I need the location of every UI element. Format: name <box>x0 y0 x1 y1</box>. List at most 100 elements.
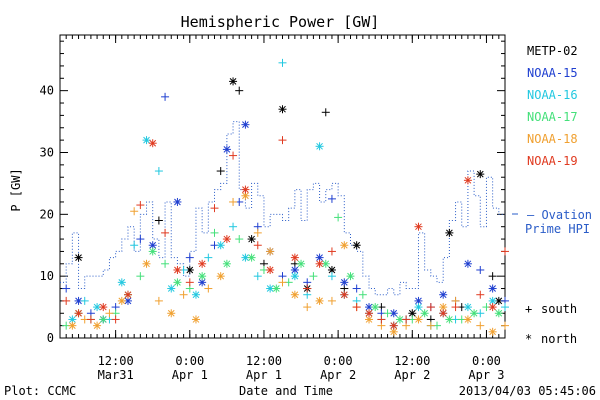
ovation-label-line1: — Ovation <box>527 208 592 222</box>
legend-entry: NOAA-18 <box>527 132 578 146</box>
point-noaa-16 <box>278 58 287 67</box>
point-noaa-19 <box>198 259 207 268</box>
point-noaa-17 <box>99 315 108 324</box>
point-metp-02 <box>321 108 330 117</box>
point-noaa-19 <box>136 201 145 210</box>
point-noaa-19 <box>352 303 361 312</box>
point-noaa-19 <box>439 309 448 318</box>
point-noaa-15 <box>352 284 361 293</box>
point-noaa-16 <box>488 296 497 305</box>
point-noaa-18 <box>266 247 275 256</box>
point-noaa-16 <box>229 222 238 231</box>
point-noaa-18 <box>68 321 77 330</box>
point-noaa-18 <box>315 296 324 305</box>
point-noaa-18 <box>501 321 509 330</box>
point-noaa-18 <box>488 327 497 336</box>
point-noaa-18 <box>229 197 238 206</box>
point-noaa-17 <box>136 272 145 281</box>
point-metp-02 <box>235 86 244 95</box>
point-noaa-19 <box>389 321 398 330</box>
point-noaa-17 <box>334 213 343 222</box>
point-noaa-17 <box>222 259 231 268</box>
point-noaa-19 <box>229 151 238 160</box>
point-noaa-19 <box>402 315 411 324</box>
y-tick-label: 10 <box>40 269 54 283</box>
point-metp-02 <box>216 167 225 176</box>
point-noaa-17 <box>148 247 157 256</box>
point-metp-02 <box>476 170 485 179</box>
point-noaa-18 <box>117 296 126 305</box>
point-noaa-17 <box>297 259 306 268</box>
point-noaa-16 <box>142 136 151 145</box>
point-noaa-19 <box>148 139 157 148</box>
point-noaa-19 <box>253 241 262 250</box>
x-tick-label-time: 0:00 <box>175 354 204 368</box>
point-noaa-18 <box>142 259 151 268</box>
point-noaa-18 <box>340 241 349 250</box>
point-noaa-18 <box>463 315 472 324</box>
point-noaa-18 <box>105 309 114 318</box>
point-noaa-18 <box>414 315 423 324</box>
point-noaa-19 <box>86 315 95 324</box>
y-tick-label: 30 <box>40 145 54 159</box>
y-tick-label: 40 <box>40 84 54 98</box>
point-noaa-19 <box>266 265 275 274</box>
point-noaa-19 <box>488 303 497 312</box>
point-noaa-15 <box>136 235 145 244</box>
point-noaa-19 <box>290 253 299 262</box>
point-noaa-18 <box>303 303 312 312</box>
footer-plot-credit: Plot: CCMC <box>4 384 76 398</box>
point-noaa-16 <box>191 290 200 299</box>
point-noaa-19 <box>241 185 250 194</box>
point-noaa-18 <box>130 207 139 216</box>
point-noaa-18 <box>278 278 287 287</box>
point-metp-02 <box>278 105 287 114</box>
point-noaa-16 <box>204 253 213 262</box>
x-tick-label-time: 12:00 <box>246 354 282 368</box>
point-noaa-18 <box>204 284 213 293</box>
point-metp-02 <box>154 216 163 225</box>
ovation-prime-hpi-line <box>60 121 505 296</box>
point-noaa-18 <box>290 290 299 299</box>
symbol-legend-north-glyph: * <box>525 332 532 346</box>
point-noaa-17 <box>210 228 219 237</box>
legend-entry: METP-02 <box>527 44 578 58</box>
point-noaa-16 <box>501 303 509 312</box>
y-axis-ticks: 0 10 20 30 40 <box>40 40 505 345</box>
point-noaa-19 <box>62 296 71 305</box>
point-noaa-16 <box>414 303 423 312</box>
legend: METP-02 NOAA-15 NOAA-16 NOAA-17 NOAA-18 NOAA-… <box>527 44 578 168</box>
point-noaa-15 <box>439 290 448 299</box>
point-noaa-15 <box>185 253 194 262</box>
point-noaa-17 <box>494 309 503 318</box>
point-noaa-16 <box>117 278 126 287</box>
ovation-line <box>60 121 505 296</box>
point-noaa-19 <box>278 136 287 145</box>
x-tick-label-date: Apr 1 <box>172 368 208 382</box>
point-noaa-16 <box>463 303 472 312</box>
point-noaa-19 <box>377 315 386 324</box>
point-noaa-15 <box>488 284 497 293</box>
point-noaa-15 <box>222 145 231 154</box>
plot-frame <box>59 34 506 339</box>
x-tick-label-date: Apr 2 <box>394 368 430 382</box>
point-noaa-16 <box>253 272 262 281</box>
point-noaa-15 <box>173 197 182 206</box>
legend-entry: NOAA-15 <box>527 66 578 80</box>
y-axis-label: P [GW] <box>9 168 23 211</box>
point-noaa-19 <box>340 290 349 299</box>
x-tick-label-time: 0:00 <box>324 354 353 368</box>
point-noaa-17 <box>309 272 318 281</box>
x-tick-label-date: Apr 3 <box>468 368 504 382</box>
point-noaa-19 <box>414 222 423 231</box>
y-tick-label: 20 <box>40 207 54 221</box>
point-noaa-16 <box>80 296 89 305</box>
legend-entry: NOAA-17 <box>527 110 578 124</box>
point-noaa-19 <box>222 235 231 244</box>
point-noaa-16 <box>315 142 324 151</box>
x-tick-label-time: 12:00 <box>98 354 134 368</box>
point-noaa-19 <box>161 228 170 237</box>
point-noaa-16 <box>167 284 176 293</box>
